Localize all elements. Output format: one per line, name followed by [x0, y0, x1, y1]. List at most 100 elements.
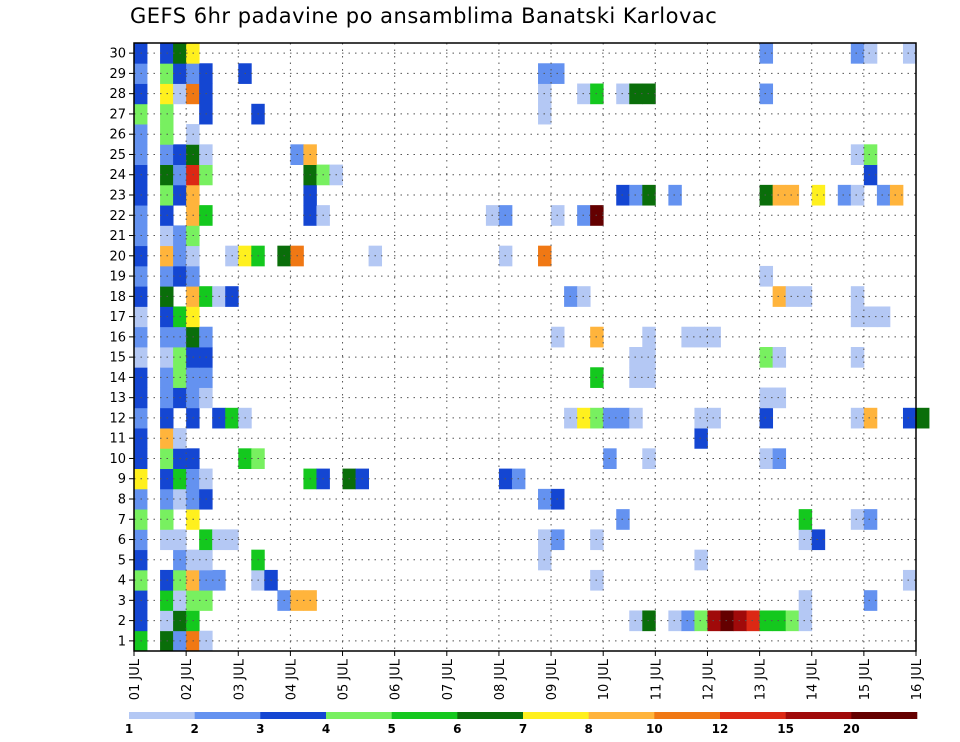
x-tick-label: 14 JUL	[806, 658, 821, 700]
x-tick-label: 02 JUL	[180, 658, 195, 700]
heatmap-cell	[642, 448, 656, 469]
heatmap-cell	[707, 610, 721, 632]
heatmap-cell	[707, 326, 721, 348]
heatmap-cell	[863, 144, 878, 165]
heatmap-cell	[759, 387, 774, 409]
x-tick-label: 12 JUL	[701, 658, 716, 700]
x-tick-label: 03 JUL	[232, 658, 247, 700]
heatmap-cell	[759, 610, 774, 632]
heatmap-cell	[772, 387, 787, 409]
legend-swatch	[260, 712, 327, 719]
x-tick-label: 04 JUL	[284, 658, 299, 700]
heatmap-cell	[850, 347, 865, 368]
heatmap-cell	[694, 549, 708, 571]
y-tick-label: 13	[109, 391, 126, 406]
heatmap-cell	[798, 610, 813, 632]
heatmap-cell	[694, 326, 708, 348]
legend-swatch	[457, 712, 524, 719]
y-tick-label: 5	[118, 553, 126, 568]
heatmap-cell	[902, 407, 917, 429]
y-tick-label: 17	[109, 310, 126, 325]
heatmap-cell	[759, 184, 774, 206]
heatmap-cell	[863, 164, 878, 186]
y-tick-label: 8	[118, 493, 126, 508]
y-tick-label: 16	[109, 330, 126, 345]
x-tick-label: 08 JUL	[493, 658, 508, 700]
x-tick-label: 13 JUL	[754, 658, 769, 700]
heatmap-cell	[668, 610, 682, 632]
legend-swatch	[720, 712, 786, 719]
heatmap-cell	[642, 610, 656, 632]
y-tick-label: 24	[109, 168, 126, 183]
y-tick-label: 7	[118, 513, 126, 528]
heatmap-cell	[811, 184, 826, 206]
plot-frame	[133, 42, 917, 652]
heatmap-cell	[733, 610, 747, 632]
y-tick-label: 25	[109, 148, 126, 163]
y-tick-label: 15	[109, 351, 126, 366]
y-tick-label: 28	[109, 87, 126, 102]
y-tick-label: 30	[109, 47, 126, 62]
heatmap-cell	[876, 184, 891, 206]
heatmap-cell	[642, 184, 656, 206]
heatmap-cell	[916, 407, 930, 429]
y-tick-label: 11	[109, 432, 126, 447]
legend-swatch	[129, 712, 195, 719]
heatmap-cell	[863, 509, 878, 530]
heatmap-cell	[785, 184, 800, 206]
heatmap-cell	[863, 306, 878, 328]
heatmap-cell	[889, 184, 904, 206]
y-tick-label: 3	[118, 594, 126, 609]
x-tick-label: 07 JUL	[441, 658, 456, 700]
heatmap-cell	[759, 265, 774, 287]
y-tick-label: 22	[109, 209, 126, 224]
y-tick-label: 19	[109, 270, 126, 285]
heatmap-cell	[785, 610, 800, 632]
heatmap-cell	[798, 529, 813, 551]
heatmap-cell	[681, 610, 695, 632]
heatmap-cell	[759, 448, 774, 469]
y-tick-label: 6	[118, 533, 126, 548]
heatmap-cell	[850, 184, 865, 206]
heatmap-cell	[642, 367, 656, 388]
heatmap-cell	[772, 184, 787, 206]
y-tick-label: 18	[109, 290, 126, 305]
y-tick-label: 20	[109, 249, 126, 264]
y-tick-label: 4	[118, 574, 126, 589]
heatmap-cell	[720, 610, 734, 632]
heatmap-cell	[772, 448, 787, 469]
heatmap-cell	[668, 184, 682, 206]
y-tick-label: 29	[109, 67, 126, 82]
heatmap-cell	[707, 407, 721, 429]
heatmap-cell	[772, 610, 787, 632]
y-tick-label: 10	[109, 452, 126, 467]
heatmap-cell	[759, 83, 774, 105]
heatmap-cell	[850, 144, 865, 165]
legend-swatch	[194, 712, 261, 719]
legend-swatch	[326, 712, 392, 719]
x-tick-label: 09 JUL	[545, 658, 560, 700]
y-tick-label: 9	[118, 472, 126, 487]
heatmap-cell	[902, 569, 917, 591]
heatmap-cell	[798, 286, 813, 307]
heatmap-cell	[850, 407, 865, 429]
heatmap-cell	[850, 509, 865, 530]
legend-swatch	[851, 712, 918, 719]
heatmap-cell	[837, 184, 852, 206]
heatmap-cell	[863, 407, 878, 429]
x-tick-label: 05 JUL	[337, 658, 352, 700]
legend-swatch	[391, 712, 458, 719]
y-tick-label: 12	[109, 411, 126, 426]
heatmap-cell	[694, 610, 708, 632]
x-tick-label: 11 JUL	[649, 658, 664, 700]
y-tick-label: 1	[118, 634, 126, 649]
heatmap-cell	[785, 286, 800, 307]
heatmap-cell	[863, 590, 878, 611]
color-legend	[129, 712, 918, 719]
heatmap-cell	[798, 509, 813, 530]
x-tick-label: 16 JUL	[910, 658, 925, 700]
x-tick-label: 15 JUL	[858, 658, 873, 700]
heatmap-cell	[772, 286, 787, 307]
heatmap-cell	[863, 43, 878, 64]
